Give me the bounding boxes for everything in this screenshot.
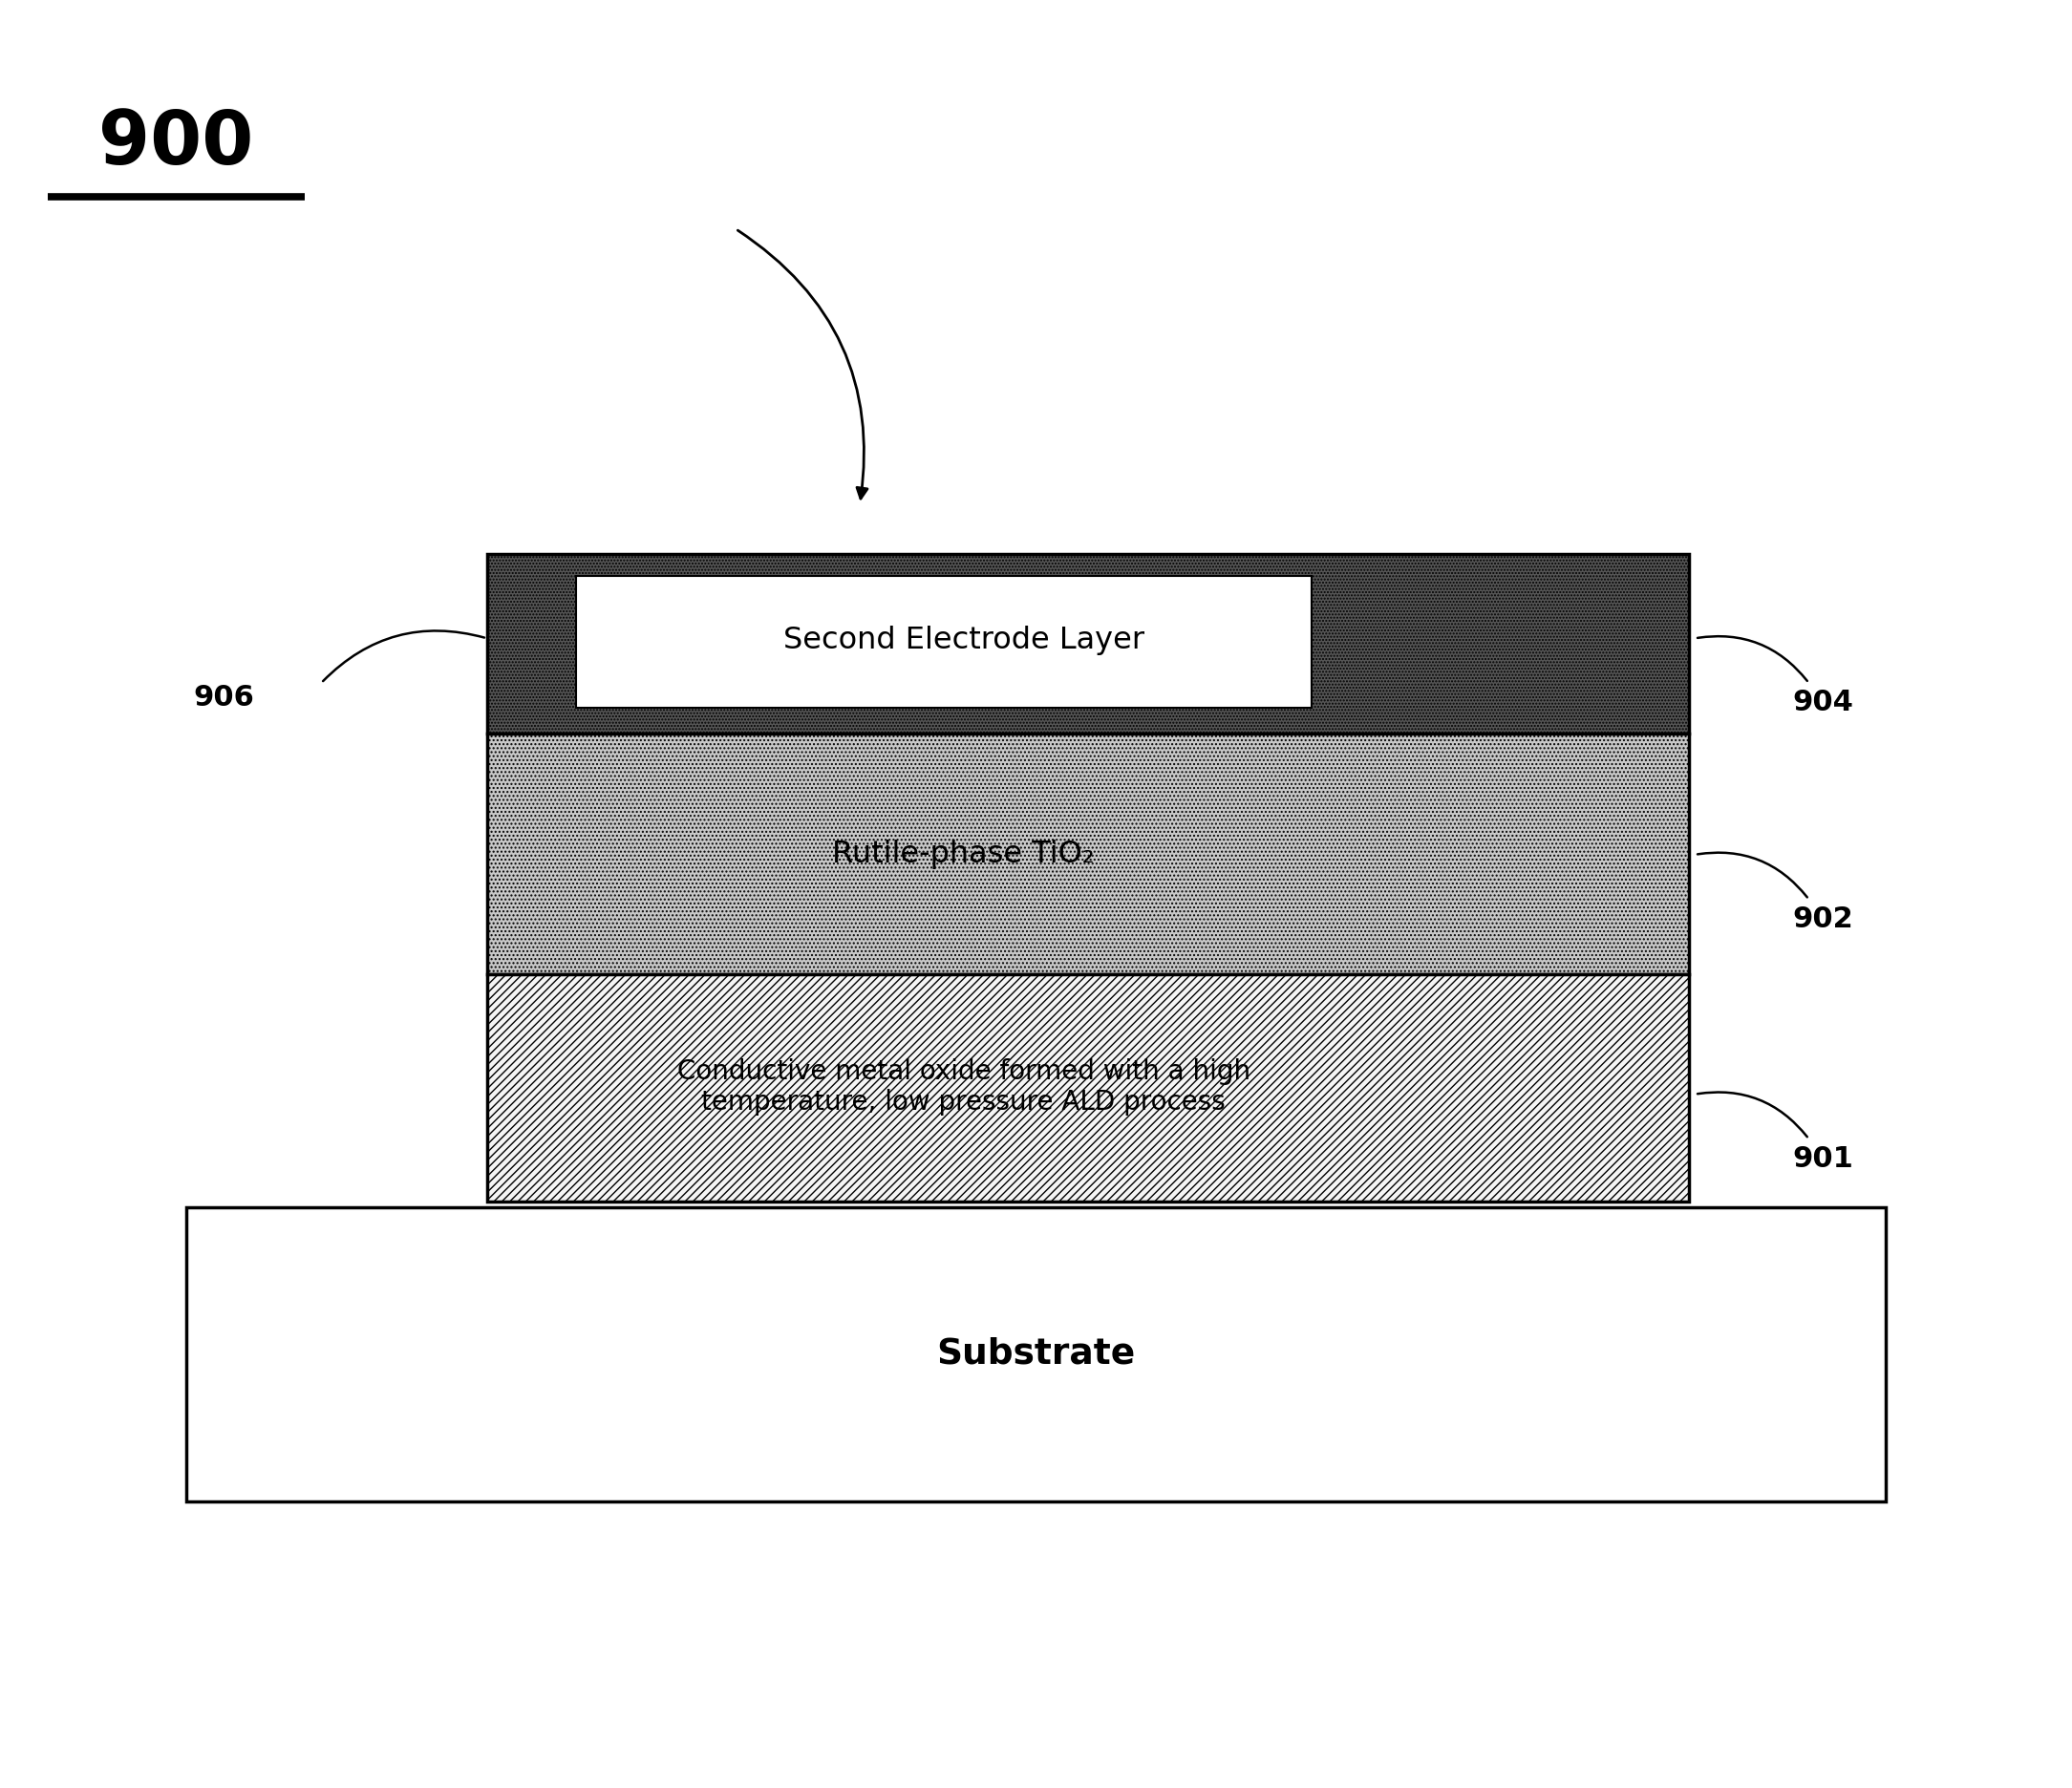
Text: 901: 901 (1792, 1144, 1854, 1173)
Bar (186, 1207, 1886, 1502)
Text: 906: 906 (193, 683, 255, 712)
Text: 900: 900 (99, 107, 253, 179)
Text: Second Electrode Layer: Second Electrode Layer (783, 626, 1144, 654)
Text: Conductive metal oxide formed with a high
temperature, low pressure ALD process: Conductive metal oxide formed with a hig… (678, 1058, 1249, 1116)
Text: 904: 904 (1792, 688, 1854, 717)
Text: Rutile-phase TiO₂: Rutile-phase TiO₂ (833, 840, 1094, 869)
Bar (487, 733, 1689, 974)
Text: Substrate: Substrate (937, 1336, 1135, 1371)
Bar (487, 554, 1689, 733)
Bar (576, 576, 1312, 708)
Text: 902: 902 (1792, 905, 1854, 933)
Bar (487, 974, 1689, 1202)
